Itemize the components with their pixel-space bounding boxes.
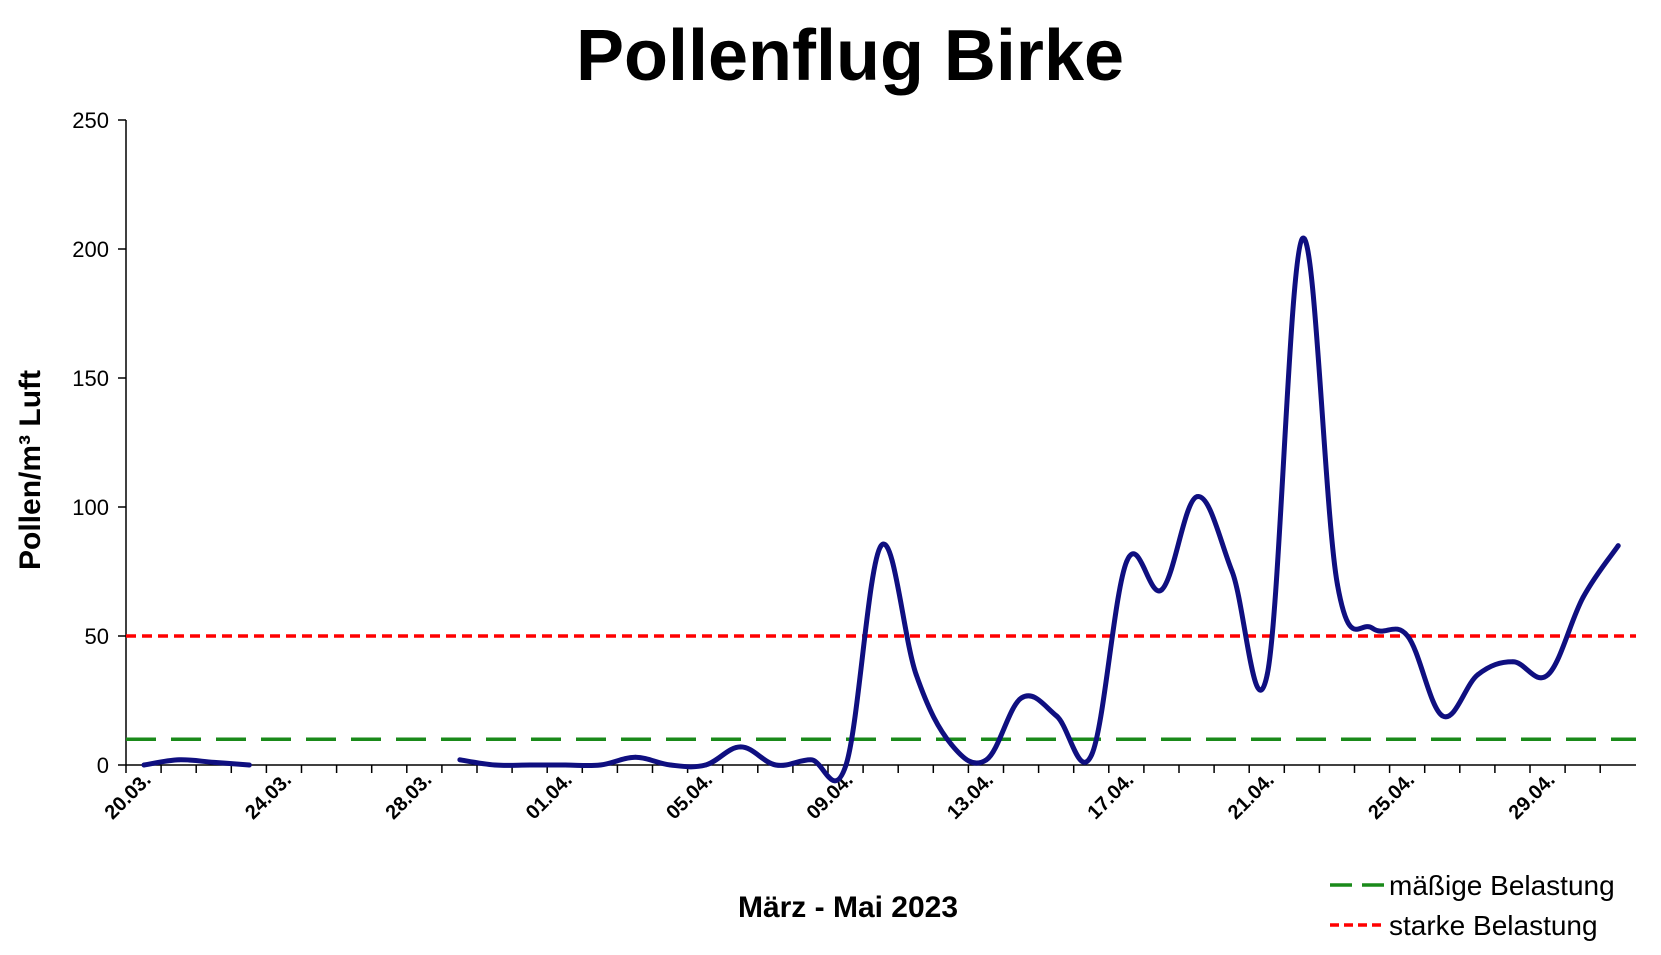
data-point [1440,713,1446,719]
data-point [843,762,849,768]
data-point [1475,672,1481,678]
data-point [1299,236,1305,242]
series-line [141,757,252,768]
data-point [562,762,568,768]
legend-label: mäßige Belastung [1389,870,1615,901]
data-point [1019,695,1024,701]
data-point [1615,543,1621,549]
series-line [457,236,1621,784]
data-point [246,762,252,768]
data-point [1545,672,1551,678]
reference-lines [126,634,1636,741]
data-point [984,757,989,763]
data-point [1124,558,1130,564]
x-tick-label: 28.03. [381,769,436,824]
data-point [1580,594,1586,600]
y-tick-label: 100 [72,495,109,520]
data-point [141,762,147,768]
x-tick-label: 13.04. [943,769,998,824]
x-tick-label: 01.04. [522,769,577,824]
x-tick-label: 24.03. [241,769,296,824]
data-point [1194,494,1200,500]
x-tick-label: 17.04. [1083,769,1138,824]
chart-title: Pollenflug Birke [576,16,1124,96]
data-point [773,762,779,768]
data-point [1370,625,1375,631]
data-point [1054,713,1059,719]
x-tick-label: 25.04. [1364,769,1419,824]
data-point [1264,672,1270,678]
x-tick-label: 29.04. [1505,769,1560,824]
data-point [948,741,954,747]
legend: mäßige Belastung starke Belastung [1330,870,1615,941]
data-point [633,754,638,760]
data-point [1405,633,1410,639]
data-point [527,762,533,768]
data-point [211,760,217,765]
data-point [1159,587,1165,592]
series-group [141,236,1621,784]
data-point [808,757,814,763]
legend-label: starke Belastung [1389,910,1598,941]
data-point [913,672,919,678]
y-tick-label: 0 [97,753,109,778]
data-point [1335,582,1340,587]
data-point [703,762,708,768]
data-point [1229,569,1235,574]
x-tick-label: 05.04. [662,769,717,824]
y-tick-label: 250 [72,108,109,133]
data-point [492,762,498,768]
data-point [457,757,463,763]
data-point [1510,659,1516,665]
x-axis-title: März - Mai 2023 [738,891,958,924]
data-point [176,757,182,763]
y-axis-title: Pollen/m³ Luft [14,370,47,570]
y-tick-label: 50 [85,624,109,649]
y-tick-label: 150 [72,366,109,391]
data-point [878,543,884,549]
data-point [738,744,744,750]
data-point [1089,752,1095,758]
x-tick-label: 21.04. [1224,769,1279,824]
data-point [668,762,673,768]
y-tick-label: 200 [72,237,109,262]
data-point [597,762,603,768]
